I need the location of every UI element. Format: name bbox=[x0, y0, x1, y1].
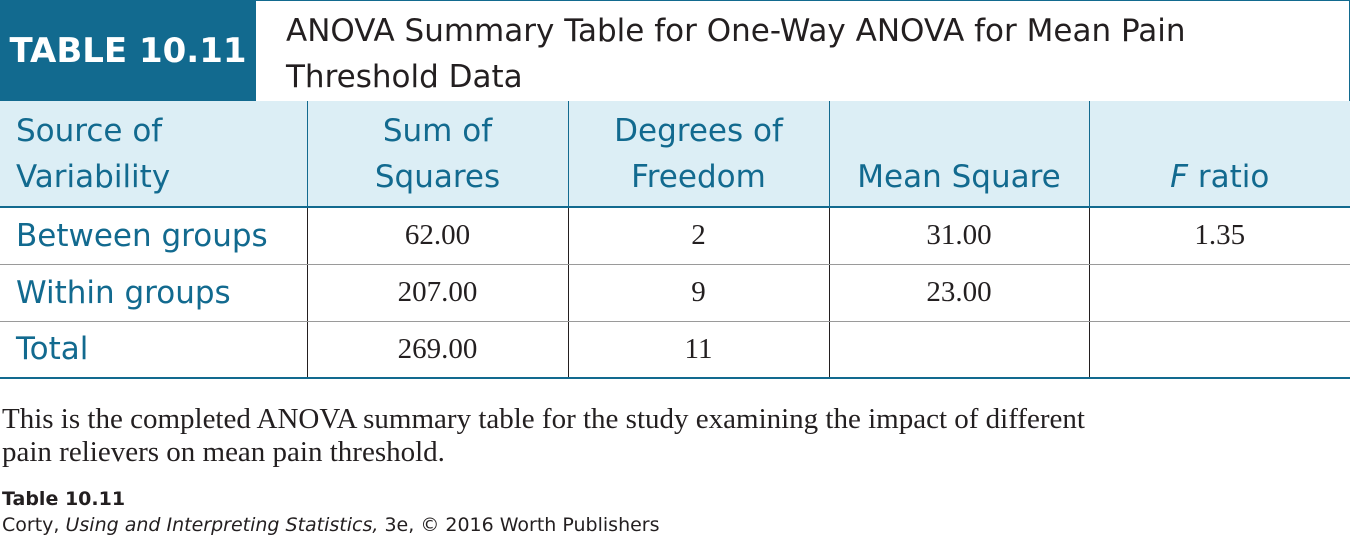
table-number-badge: TABLE 10.11 bbox=[0, 0, 256, 101]
cell-mean-square bbox=[828, 321, 1089, 379]
row-label: Between groups bbox=[0, 207, 307, 265]
caption-line-1: This is the completed ANOVA summary tabl… bbox=[2, 403, 1085, 435]
cell-degrees-of-freedom: 9 bbox=[567, 264, 829, 322]
column-header-f-ratio: F ratio bbox=[1088, 101, 1350, 208]
column-header-degrees-of-freedom: Degrees of Freedom bbox=[567, 101, 829, 208]
table-title-line-1: ANOVA Summary Table for One-Way ANOVA fo… bbox=[286, 13, 1186, 49]
column-header-source: Source of Variability bbox=[0, 101, 307, 208]
cell-mean-square: 23.00 bbox=[828, 264, 1089, 322]
cell-f-ratio bbox=[1088, 264, 1350, 322]
column-header-row: Source of Variability Sum of Squares Deg… bbox=[0, 101, 1350, 208]
table-row-within-groups: Within groups 207.00 9 23.00 bbox=[0, 264, 1350, 322]
anova-summary-table: Source of Variability Sum of Squares Deg… bbox=[0, 101, 1350, 379]
row-label: Total bbox=[0, 321, 307, 379]
caption-line-2: pain relievers on mean pain threshold. bbox=[2, 436, 445, 468]
cell-mean-square: 31.00 bbox=[828, 207, 1089, 265]
cell-sum-of-squares: 269.00 bbox=[306, 321, 568, 379]
table-caption: This is the completed ANOVA summary tabl… bbox=[2, 403, 1342, 469]
row-label: Within groups bbox=[0, 264, 307, 322]
column-header-sum-of-squares: Sum of Squares bbox=[306, 101, 568, 208]
cell-f-ratio bbox=[1088, 321, 1350, 379]
cell-sum-of-squares: 62.00 bbox=[306, 207, 568, 265]
cell-degrees-of-freedom: 2 bbox=[567, 207, 829, 265]
table-row-total: Total 269.00 11 bbox=[0, 321, 1350, 379]
cell-degrees-of-freedom: 11 bbox=[567, 321, 829, 379]
table-row-between-groups: Between groups 62.00 2 31.00 1.35 bbox=[0, 207, 1350, 265]
credit-line: Corty, Using and Interpreting Statistics… bbox=[2, 514, 660, 536]
credit-table-label: Table 10.11 bbox=[2, 488, 126, 510]
cell-sum-of-squares: 207.00 bbox=[306, 264, 568, 322]
table-title-line-2: Threshold Data bbox=[286, 59, 523, 95]
header-top-rule bbox=[256, 0, 1350, 1]
table-title: ANOVA Summary Table for One-Way ANOVA fo… bbox=[286, 8, 1336, 100]
table-header: TABLE 10.11 ANOVA Summary Table for One-… bbox=[0, 0, 1350, 101]
column-header-mean-square: Mean Square bbox=[828, 101, 1089, 208]
cell-f-ratio: 1.35 bbox=[1088, 207, 1350, 265]
